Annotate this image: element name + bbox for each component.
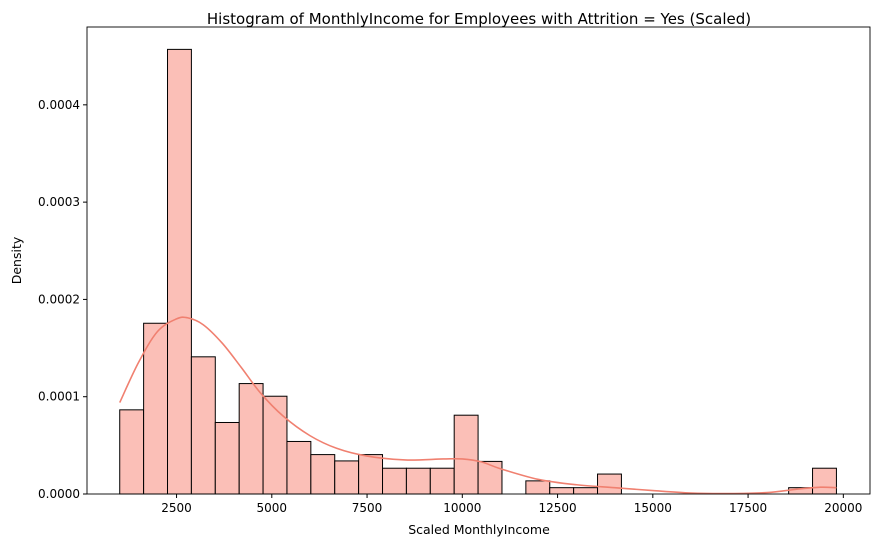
x-tick-label: 20000 <box>824 501 862 515</box>
histogram-bar <box>453 414 479 495</box>
histogram-bar <box>262 395 288 495</box>
histogram-bar <box>238 383 264 495</box>
y-tick-label: 0.0004 <box>38 98 80 112</box>
histogram-bar <box>310 454 336 495</box>
histogram-bar <box>429 467 455 495</box>
x-tick-label: 17500 <box>729 501 767 515</box>
histogram-bar <box>382 467 407 495</box>
plot-frame <box>86 26 871 495</box>
bars <box>119 48 837 495</box>
histogram-bar <box>334 460 360 495</box>
histogram-bar <box>167 48 192 495</box>
x-tick-label: 15000 <box>634 501 672 515</box>
x-tick-label: 5000 <box>257 501 288 515</box>
y-tick-label: 0.0002 <box>38 292 80 306</box>
histogram-bar <box>119 409 145 495</box>
histogram-bar <box>405 467 431 495</box>
x-tick-label: 10000 <box>443 501 481 515</box>
y-tick-label: 0.0000 <box>38 487 80 501</box>
histogram-bar <box>549 487 575 495</box>
chart-title: Histogram of MonthlyIncome for Employees… <box>207 10 751 28</box>
x-axis-label: Scaled MonthlyIncome <box>408 522 550 537</box>
y-axis-label: Density <box>9 236 24 284</box>
histogram-bar <box>525 480 551 495</box>
y-tick-label: 0.0001 <box>38 390 80 404</box>
x-tick-label: 2500 <box>161 501 192 515</box>
x-tick-label: 12500 <box>538 501 576 515</box>
histogram-bar <box>190 356 216 495</box>
y-tick-label: 0.0003 <box>38 195 80 209</box>
histogram-bar <box>286 440 312 495</box>
histogram-bar <box>597 473 622 495</box>
histogram-bar <box>812 467 837 495</box>
histogram-bar <box>358 454 384 495</box>
y-axis-ticks: 0.0000 0.0001 0.0002 0.0003 0.0004 <box>38 98 87 501</box>
histogram-bar <box>214 421 240 495</box>
histogram-bar <box>143 322 169 495</box>
x-tick-label: 7500 <box>352 501 383 515</box>
x-axis-ticks: 2500 5000 7500 10000 12500 15000 17500 20000 <box>161 494 862 515</box>
histogram-bar <box>477 460 503 495</box>
histogram-bar <box>573 487 599 495</box>
kde-line <box>119 316 837 495</box>
